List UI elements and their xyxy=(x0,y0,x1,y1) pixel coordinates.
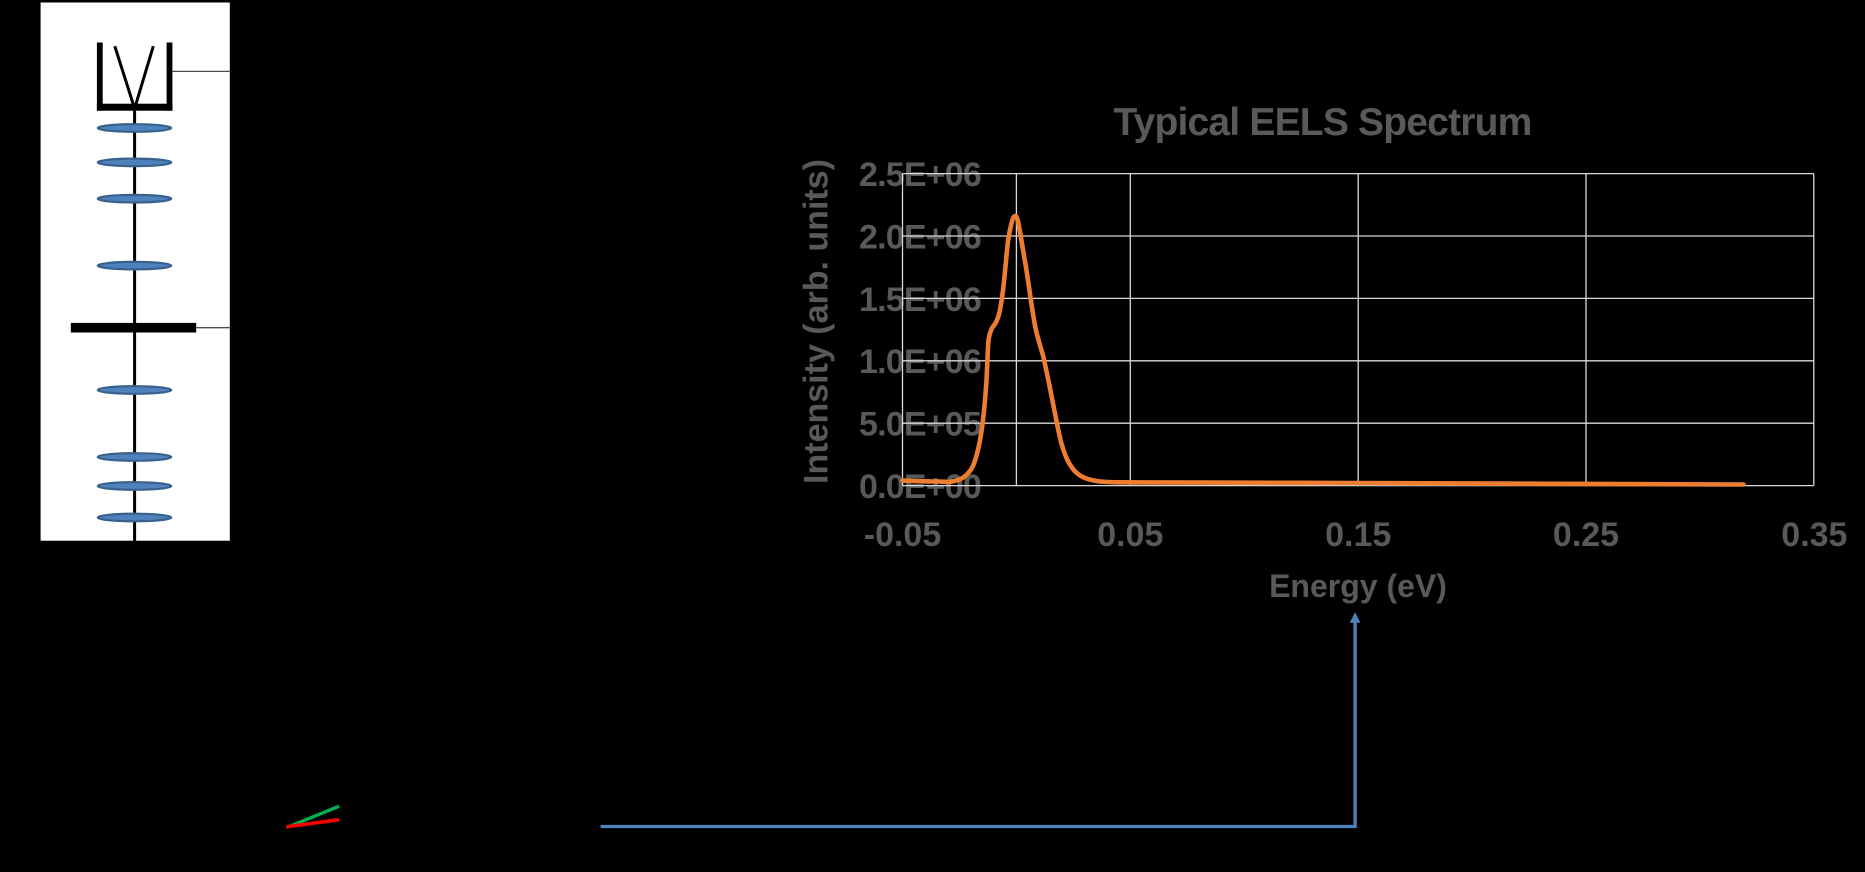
svg-text:1.0E+06: 1.0E+06 xyxy=(859,343,981,381)
svg-text:0.0E+00: 0.0E+00 xyxy=(859,468,981,506)
svg-text:5.0E+05: 5.0E+05 xyxy=(859,406,981,444)
svg-text:2.0E+06: 2.0E+06 xyxy=(859,218,981,256)
svg-text:0.35: 0.35 xyxy=(1781,516,1847,554)
svg-text:Intensity (arb. units): Intensity (arb. units) xyxy=(798,159,836,484)
svg-text:-0.05: -0.05 xyxy=(864,516,942,554)
svg-text:Energy (eV): Energy (eV) xyxy=(1269,568,1447,604)
svg-text:Typical EELS Spectrum: Typical EELS Spectrum xyxy=(1113,101,1531,144)
svg-text:0.25: 0.25 xyxy=(1553,516,1619,554)
svg-text:0.15: 0.15 xyxy=(1325,516,1391,554)
svg-text:1.5E+06: 1.5E+06 xyxy=(859,281,981,319)
svg-text:0.05: 0.05 xyxy=(1097,516,1163,554)
svg-text:2.5E+06: 2.5E+06 xyxy=(859,156,981,194)
